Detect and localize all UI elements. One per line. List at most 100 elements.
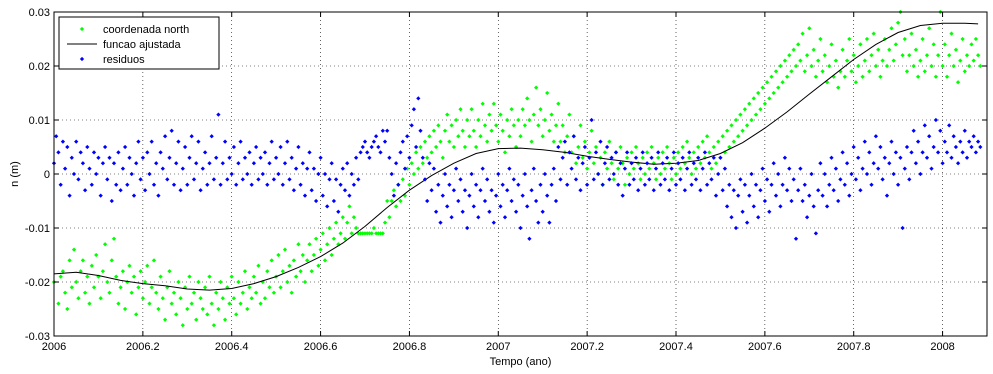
scatter-point — [433, 144, 439, 150]
scatter-point — [333, 177, 339, 182]
scatter-point — [978, 144, 983, 150]
scatter-point — [102, 242, 108, 247]
scatter-point — [71, 171, 77, 177]
scatter-point — [147, 171, 152, 177]
scatter-point — [784, 188, 790, 193]
scatter-point — [307, 242, 312, 247]
scatter-point — [569, 166, 574, 171]
scatter-point — [194, 317, 199, 322]
scatter-point — [320, 193, 325, 198]
scatter-point — [200, 166, 205, 171]
scatter-point — [216, 306, 221, 312]
scatter-point — [942, 139, 947, 144]
scatter-point — [822, 171, 827, 177]
scatter-point — [540, 134, 545, 139]
scatter-point — [664, 144, 670, 150]
scatter-point — [862, 139, 867, 144]
scatter-point — [449, 215, 454, 220]
scatter-point — [282, 161, 288, 166]
scatter-point — [85, 144, 90, 150]
scatter-point — [142, 188, 148, 193]
scatter-point — [320, 231, 325, 236]
scatter-point — [280, 182, 285, 187]
scatter-point — [560, 155, 565, 160]
scatter-point — [602, 150, 608, 155]
scatter-point — [631, 177, 636, 182]
scatter-point — [265, 182, 270, 187]
scatter-point — [907, 177, 912, 182]
scatter-point — [522, 171, 528, 177]
scatter-point — [456, 134, 461, 139]
scatter-point — [729, 215, 734, 220]
scatter-point — [429, 150, 434, 155]
scatter-point — [425, 155, 430, 160]
scatter-point — [389, 198, 394, 204]
scatter-point — [300, 252, 305, 258]
scatter-point — [176, 139, 181, 144]
scatter-point — [496, 171, 501, 177]
scatter-point — [94, 171, 99, 177]
scatter-point — [671, 150, 676, 155]
scatter-point — [340, 215, 345, 220]
scatter-point — [660, 150, 665, 155]
legend-swatch-marker — [79, 56, 85, 62]
scatter-point — [331, 236, 337, 241]
scatter-point — [453, 166, 459, 171]
scatter-point — [858, 188, 863, 193]
scatter-point — [844, 161, 850, 166]
y-tick-label: 0 — [44, 169, 50, 181]
fitted-curve-line — [53, 22, 979, 291]
scatter-point — [604, 144, 610, 150]
scatter-point — [149, 285, 154, 290]
series-layer — [51, 9, 983, 328]
scatter-point — [640, 150, 645, 155]
series-funcao-ajustada — [53, 22, 979, 291]
scatter-point — [338, 231, 343, 236]
scatter-point — [174, 312, 179, 317]
scatter-point — [156, 193, 161, 198]
scatter-point — [751, 204, 756, 209]
scatter-point — [136, 285, 141, 290]
scatter-point — [545, 193, 550, 198]
scatter-point — [802, 182, 807, 187]
scatter-point — [438, 139, 443, 144]
scatter-point — [413, 144, 419, 150]
scatter-point — [591, 177, 596, 182]
scatter-point — [749, 171, 754, 177]
scatter-point — [140, 155, 146, 160]
scatter-point — [358, 150, 363, 155]
scatter-point — [309, 269, 314, 274]
scatter-point — [542, 171, 548, 177]
scatter-point — [711, 155, 716, 160]
scatter-point — [134, 161, 139, 166]
scatter-point — [91, 150, 97, 155]
scatter-point — [624, 150, 630, 155]
scatter-point — [253, 144, 259, 150]
scatter-point — [780, 182, 785, 187]
scatter-point — [396, 182, 401, 187]
scatter-point — [571, 134, 576, 139]
scatter-point — [975, 139, 981, 144]
scatter-point — [353, 155, 359, 160]
scatter-point — [278, 285, 283, 290]
scatter-point — [611, 171, 616, 177]
scatter-point — [622, 166, 628, 171]
scatter-point — [580, 161, 585, 166]
scatter-point — [333, 220, 339, 225]
scatter-point — [804, 215, 810, 220]
scatter-point — [642, 182, 648, 187]
scatter-point — [209, 134, 214, 139]
scatter-point — [425, 198, 430, 204]
scatter-point — [720, 134, 725, 139]
scatter-point — [469, 171, 474, 177]
scatter-point — [678, 177, 683, 182]
scatter-point — [222, 317, 228, 322]
scatter-point — [387, 155, 392, 160]
scatter-point — [744, 220, 750, 225]
scatter-point — [373, 231, 379, 236]
scatter-point — [427, 134, 432, 139]
scatter-point — [796, 188, 801, 193]
scatter-point — [473, 182, 479, 187]
scatter-point — [869, 182, 874, 187]
